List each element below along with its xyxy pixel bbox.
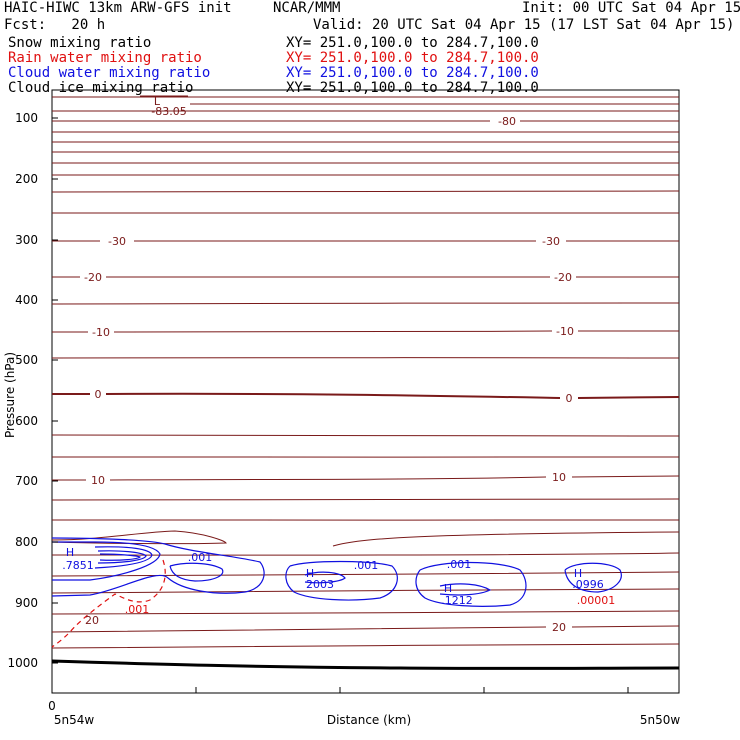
isotherm-label: -80 — [498, 115, 516, 128]
cloud-water-contours — [51, 537, 622, 607]
cloud-water-contour-label: .001 — [354, 559, 379, 572]
isotherm-label: 10 — [91, 474, 105, 487]
cloud-water-contour — [99, 553, 142, 561]
isotherm-label: 20 — [85, 614, 99, 627]
y-tick-label: 800 — [15, 535, 38, 549]
rain-contour — [51, 559, 166, 648]
cloud-water-contour — [564, 562, 622, 593]
cloud-water-high-marker: H — [444, 582, 452, 595]
temp-min-value: -83.05 — [151, 105, 186, 118]
cloud-water-contour-label: .001 — [447, 558, 472, 571]
field-label-snow: Snow mixing ratio — [8, 35, 152, 51]
y-tick-label: 1000 — [7, 656, 38, 670]
y-axis-ticks — [52, 117, 58, 664]
isotherm-line — [51, 456, 680, 458]
cloud-water-high-marker: H — [306, 567, 314, 580]
isotherm-line — [51, 610, 680, 615]
field-xy-cloud-ice: XY= 251.0,100.0 to 284.7,100.0 — [286, 80, 539, 96]
rain-max-value: .00001 — [577, 594, 616, 607]
field-label-rain: Rain water mixing ratio — [8, 50, 202, 66]
temperature-contours — [51, 96, 680, 649]
isotherm-line — [51, 643, 680, 649]
cloud-water-high-marker: H — [574, 567, 582, 580]
isotherm-line — [51, 571, 680, 577]
isotherm-line — [52, 330, 679, 333]
cloud-water-contour-label: .001 — [188, 551, 213, 564]
y-tick-label: 500 — [15, 353, 38, 367]
isotherm-line — [51, 498, 680, 501]
cloud-water-max-value: .7851 — [62, 559, 94, 572]
cloud-water-max-value: .0996 — [572, 578, 604, 591]
y-tick-label: 600 — [15, 414, 38, 428]
rain-contour-label: .001 — [125, 603, 150, 616]
isotherm-label: -20 — [84, 271, 102, 284]
cloud-water-high-marker: H — [66, 546, 74, 559]
isotherm-label: 0 — [95, 388, 102, 401]
isotherm-line — [51, 190, 680, 193]
cloud-water-contour — [439, 583, 492, 596]
cloud-water-labels: H .7851 .001 H 2003 .001 .001 H .1212 H … — [62, 546, 604, 607]
isotherm-label: 10 — [552, 471, 566, 484]
isotherm-line — [51, 530, 227, 545]
isotherm-label: -10 — [556, 325, 574, 338]
isotherm-line — [51, 434, 680, 437]
field-xy-cloud-water: XY= 251.0,100.0 to 284.7,100.0 — [286, 65, 539, 81]
y-tick-label: 300 — [15, 233, 38, 247]
init-time: Init: 00 UTC Sat 04 Apr 15 — [522, 0, 740, 16]
x-axis-title: Distance (km) — [327, 713, 411, 727]
x-axis-ticks — [195, 687, 629, 693]
valid-time: Valid: 20 UTC Sat 04 Apr 15 (17 LST Sat … — [313, 17, 735, 33]
cloud-water-contour — [94, 546, 153, 569]
isotherm-label: -10 — [92, 326, 110, 339]
forecast-hour: Fcst: 20 h — [4, 17, 106, 33]
y-tick-label: 400 — [15, 293, 38, 307]
temp-low-marker: L — [154, 95, 161, 108]
x-tick-label-zero: 0 — [48, 699, 56, 713]
isotherm-line — [51, 302, 680, 305]
ground-line — [51, 659, 680, 670]
isotherm-label: -30 — [108, 235, 126, 248]
temperature-labels: -83.05 L -80 -30 -30 -20 -20 -10 -10 0 0… — [84, 95, 574, 634]
isotherm-line — [51, 588, 680, 594]
isotherm-zero — [52, 392, 680, 399]
cloud-water-contour — [51, 537, 265, 597]
cloud-water-contour — [304, 571, 346, 584]
x-right-location: 5n50w — [640, 713, 681, 727]
cloud-water-contour — [285, 560, 398, 601]
field-label-cloud-water: Cloud water mixing ratio — [8, 65, 211, 81]
y-tick-label: 700 — [15, 474, 38, 488]
plot-frame — [51, 89, 680, 694]
cloud-water-max-value: .1212 — [441, 594, 473, 607]
isotherm-label: -30 — [542, 235, 560, 248]
field-label-cloud-ice: Cloud ice mixing ratio — [8, 80, 194, 96]
cloud-water-contour — [52, 541, 161, 581]
field-xy-rain: XY= 251.0,100.0 to 284.7,100.0 — [286, 50, 539, 66]
y-tick-label: 100 — [15, 111, 38, 125]
isotherm-line — [332, 531, 680, 547]
y-tick-label: 900 — [15, 596, 38, 610]
isotherm-label: 0 — [566, 392, 573, 405]
isotherm-line — [51, 519, 680, 521]
y-axis-title: Pressure (hPa) — [3, 352, 17, 438]
isotherm-line — [51, 552, 680, 556]
y-tick-label: 200 — [15, 172, 38, 186]
cloud-water-contour — [97, 550, 147, 564]
isotherm-label: -20 — [554, 271, 572, 284]
cloud-water-contour — [415, 561, 527, 607]
org-title: NCAR/MMM — [273, 0, 341, 16]
isotherm-line — [52, 475, 680, 481]
isotherm-label: 20 — [552, 621, 566, 634]
cloud-water-contour — [169, 562, 224, 582]
cloud-water-max-value: 2003 — [306, 578, 334, 591]
model-title: HAIC-HIWC 13km ARW-GFS init — [4, 0, 232, 16]
x-left-location: 5n54w — [54, 713, 95, 727]
field-xy-snow: XY= 251.0,100.0 to 284.7,100.0 — [286, 35, 539, 51]
isotherm-line — [51, 212, 680, 214]
isotherm-line — [51, 625, 680, 633]
rain-labels: .001 .00001 — [125, 594, 616, 616]
